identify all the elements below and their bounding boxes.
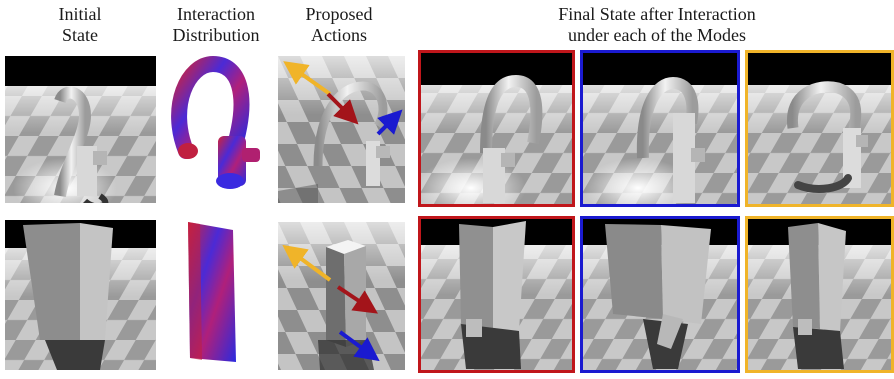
- faucet-interaction-distribution-image: [158, 56, 276, 203]
- action-arrow-blue-icon: [338, 330, 380, 362]
- action-arrow-red-icon: [336, 285, 378, 314]
- box-interaction-distribution-image: [158, 220, 276, 370]
- box-final-state-mode-1: [418, 216, 575, 373]
- box-initial-state-image: [5, 220, 156, 370]
- box-icon: [23, 223, 80, 340]
- faucet-proposed-actions-image: [278, 56, 405, 203]
- faucet-final-state-mode-3: [745, 50, 894, 207]
- faucet-initial-state-image: [5, 56, 156, 203]
- box-final-state-mode-3: [745, 216, 894, 373]
- action-arrow-yellow-icon: [282, 244, 332, 282]
- header-final-state: Final State after Interaction under each…: [558, 4, 756, 45]
- box-proposed-actions-image: [278, 222, 405, 370]
- action-arrow-blue-icon: [376, 109, 403, 136]
- box-final-state-mode-2: [580, 216, 740, 373]
- faucet-final-state-mode-2: [580, 50, 740, 207]
- faucet-pointcloud-icon: [171, 56, 250, 159]
- action-arrow-yellow-icon: [283, 61, 332, 96]
- faucet-final-state-mode-1: [418, 50, 575, 207]
- action-arrow-red-icon: [326, 92, 359, 125]
- faucet-icon: [54, 86, 92, 198]
- header-proposed-actions: Proposed Actions: [305, 4, 373, 45]
- header-initial-state: Initial State: [58, 4, 102, 45]
- header-interaction-distribution: Interaction Distribution: [172, 4, 260, 45]
